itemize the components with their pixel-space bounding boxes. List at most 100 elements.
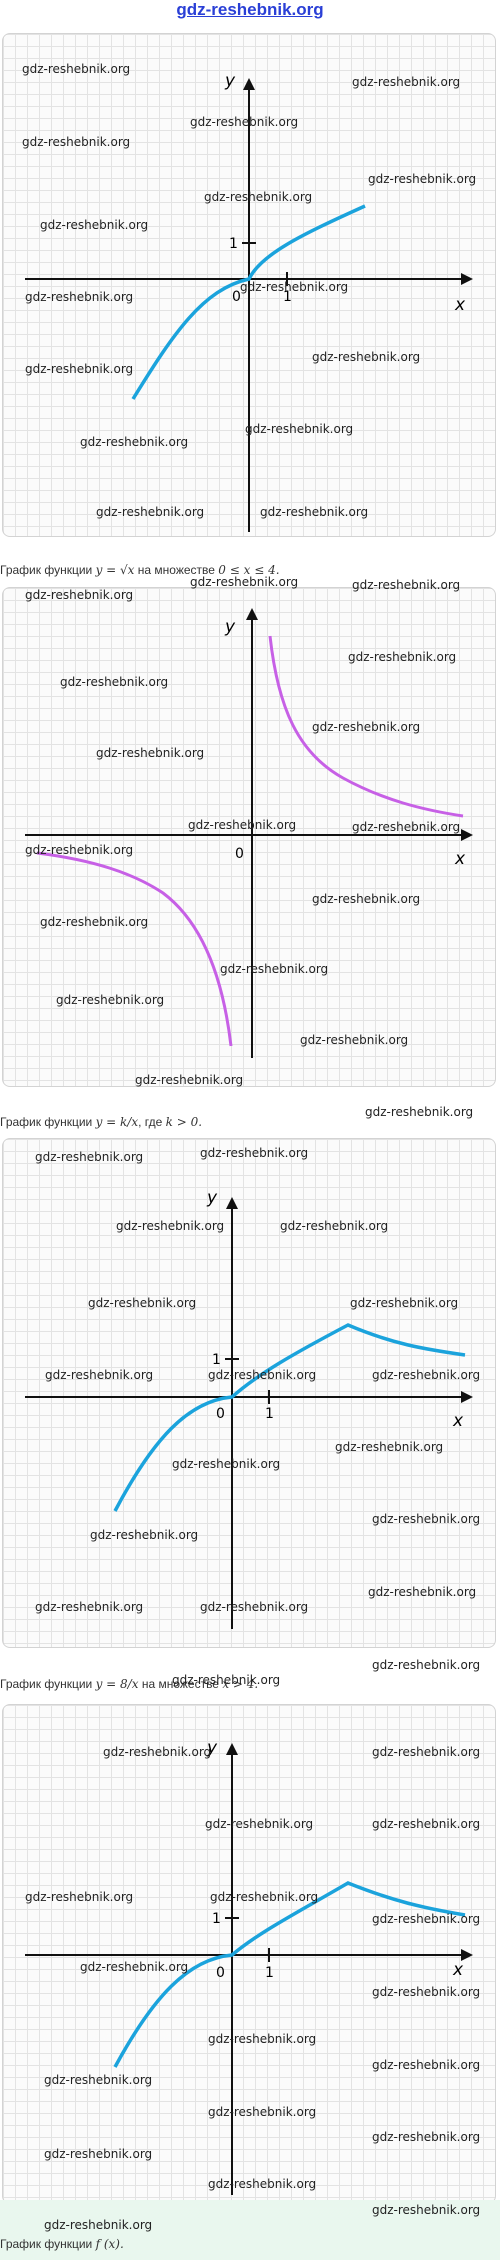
caption-formula: y = k/x <box>95 1115 139 1129</box>
watermark: gdz-reshebnik.org <box>372 2203 481 2217</box>
y-axis-arrow <box>226 1743 238 1755</box>
site-title-link[interactable]: gdz-reshebnik.org <box>176 0 324 19</box>
watermark: gdz-reshebnik.org <box>45 1368 154 1382</box>
x-axis-label: x <box>454 295 466 315</box>
watermark: gdz-reshebnik.org <box>172 1457 281 1471</box>
watermark: gdz-reshebnik.org <box>312 350 421 364</box>
watermark: gdz-reshebnik.org <box>280 1219 389 1233</box>
chart-4-caption: График функции f (x). <box>0 2237 124 2251</box>
watermark: gdz-reshebnik.org <box>56 993 165 1007</box>
x-tick-label: 1 <box>265 1406 274 1422</box>
watermark: gdz-reshebnik.org <box>200 1146 309 1160</box>
watermark: gdz-reshebnik.org <box>35 1600 144 1614</box>
x-axis-label: x <box>454 849 466 869</box>
origin-label: 0 <box>235 846 244 862</box>
x-axis-arrow <box>461 829 473 841</box>
y-axis-label: y <box>224 617 236 637</box>
watermark: gdz-reshebnik.org <box>372 2058 481 2072</box>
y-axis-arrow <box>243 78 255 90</box>
watermark: gdz-reshebnik.org <box>312 720 421 734</box>
y-axis-label: y <box>206 1188 218 1208</box>
watermark: gdz-reshebnik.org <box>103 1745 212 1759</box>
y-tick-label: 1 <box>229 236 238 252</box>
caption-domain: x > 4. <box>222 1677 259 1691</box>
watermark: gdz-reshebnik.org <box>312 892 421 906</box>
watermark: gdz-reshebnik.org <box>25 1890 134 1904</box>
chart-2-panel: x y 0 <box>2 587 496 1087</box>
x-axis-arrow <box>461 273 473 285</box>
watermark: gdz-reshebnik.org <box>372 1512 481 1526</box>
watermark: gdz-reshebnik.org <box>368 172 477 186</box>
watermark: gdz-reshebnik.org <box>188 818 297 832</box>
watermark: gdz-reshebnik.org <box>350 1296 459 1310</box>
y-axis-label: y <box>206 1738 218 1758</box>
watermark: gdz-reshebnik.org <box>372 1985 481 1999</box>
chart-1-panel: x y 0 1 1 <box>2 33 496 537</box>
watermark: gdz-reshebnik.org <box>80 435 189 449</box>
origin-label: 0 <box>216 1965 225 1981</box>
caption-domain: k > 0. <box>165 1115 203 1129</box>
x-tick-label: 1 <box>265 1965 274 1981</box>
caption-text: График функции <box>0 1115 96 1129</box>
watermark: gdz-reshebnik.org <box>190 115 299 129</box>
watermark: gdz-reshebnik.org <box>372 1745 481 1759</box>
watermark: gdz-reshebnik.org <box>260 505 369 519</box>
x-tick-label: 1 <box>283 289 292 305</box>
x-axis-arrow <box>461 1391 473 1403</box>
watermark: gdz-reshebnik.org <box>96 505 205 519</box>
chart-1-svg: x y 0 1 1 <box>25 71 473 532</box>
chart-3-svg: x y 0 1 1 <box>25 1188 473 1629</box>
x-axis-arrow <box>461 1949 473 1961</box>
watermark: gdz-reshebnik.org <box>80 1960 189 1974</box>
watermark: gdz-reshebnik.org <box>240 280 349 294</box>
y-axis-arrow <box>246 608 258 620</box>
watermark: gdz-reshebnik.org <box>208 1368 317 1382</box>
watermark: gdz-reshebnik.org <box>44 2218 153 2232</box>
watermark: gdz-reshebnik.org <box>300 1033 409 1047</box>
watermark: gdz-reshebnik.org <box>190 575 299 589</box>
watermark: gdz-reshebnik.org <box>35 1150 144 1164</box>
chart-3-caption: График функции y = 8/x на множестве x > … <box>0 1677 258 1691</box>
origin-label: 0 <box>216 1406 225 1422</box>
watermark: gdz-reshebnik.org <box>245 422 354 436</box>
chart-4-svg: x y 0 1 1 <box>25 1738 473 2195</box>
function-curve <box>113 1881 466 2068</box>
watermark: gdz-reshebnik.org <box>368 1585 477 1599</box>
watermark: gdz-reshebnik.org <box>208 2105 317 2119</box>
watermark: gdz-reshebnik.org <box>372 1658 481 1672</box>
y-tick-label: 1 <box>212 1911 221 1927</box>
watermark: gdz-reshebnik.org <box>25 290 134 304</box>
watermark: gdz-reshebnik.org <box>208 2177 317 2191</box>
watermark: gdz-reshebnik.org <box>25 362 134 376</box>
watermark: gdz-reshebnik.org <box>208 2032 317 2046</box>
chart-2-caption: График функции y = k/x, где k > 0. <box>0 1115 202 1129</box>
watermark: gdz-reshebnik.org <box>40 915 149 929</box>
caption-text: График функции <box>0 2237 96 2251</box>
watermark: gdz-reshebnik.org <box>25 843 134 857</box>
watermark: gdz-reshebnik.org <box>210 1890 319 1904</box>
watermark: gdz-reshebnik.org <box>96 746 205 760</box>
caption-text: График функции <box>0 563 96 577</box>
watermark: gdz-reshebnik.org <box>135 1073 244 1087</box>
watermark: gdz-reshebnik.org <box>44 2073 153 2087</box>
watermark: gdz-reshebnik.org <box>335 1440 444 1454</box>
caption-text-2: на множестве <box>134 563 219 577</box>
x-axis-label: x <box>452 1411 464 1431</box>
watermark: gdz-reshebnik.org <box>22 62 131 76</box>
watermark: gdz-reshebnik.org <box>116 1219 225 1233</box>
watermark: gdz-reshebnik.org <box>40 218 149 232</box>
watermark: gdz-reshebnik.org <box>372 1817 481 1831</box>
origin-label: 0 <box>232 289 241 305</box>
watermark: gdz-reshebnik.org <box>44 2147 153 2161</box>
y-axis-label: y <box>224 71 236 91</box>
y-axis-arrow <box>226 1197 238 1209</box>
watermark: gdz-reshebnik.org <box>22 135 131 149</box>
watermark: gdz-reshebnik.org <box>372 2130 481 2144</box>
x-axis-label: x <box>452 1960 464 1980</box>
watermark: gdz-reshebnik.org <box>352 820 461 834</box>
watermark: gdz-reshebnik.org <box>352 75 461 89</box>
y-tick-label: 1 <box>212 1352 221 1368</box>
caption-text: График функции <box>0 1677 96 1691</box>
watermark: gdz-reshebnik.org <box>172 1673 281 1687</box>
watermark: gdz-reshebnik.org <box>88 1296 197 1310</box>
